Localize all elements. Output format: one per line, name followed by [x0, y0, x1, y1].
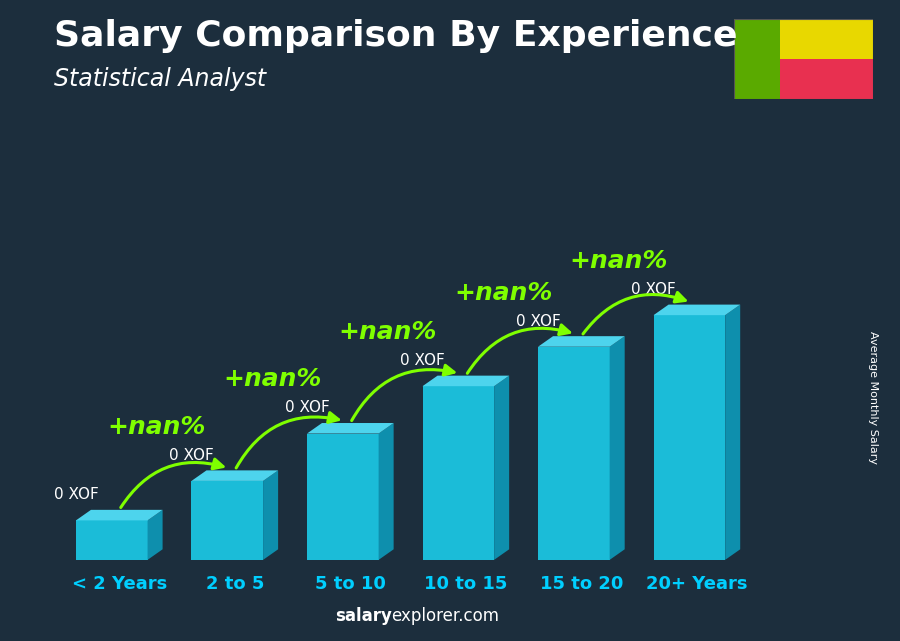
Polygon shape — [422, 386, 494, 560]
Text: 0 XOF: 0 XOF — [631, 282, 676, 297]
Polygon shape — [653, 304, 740, 315]
Text: Statistical Analyst: Statistical Analyst — [54, 67, 266, 91]
Polygon shape — [494, 376, 509, 560]
Polygon shape — [148, 510, 163, 560]
Text: 0 XOF: 0 XOF — [169, 448, 214, 463]
Text: +nan%: +nan% — [223, 367, 321, 392]
Text: +nan%: +nan% — [338, 320, 437, 344]
Text: 10 to 15: 10 to 15 — [424, 574, 508, 593]
Polygon shape — [780, 19, 873, 60]
Text: Average Monthly Salary: Average Monthly Salary — [868, 331, 878, 464]
Polygon shape — [76, 510, 163, 520]
Polygon shape — [538, 347, 609, 560]
Polygon shape — [307, 423, 393, 433]
Text: +nan%: +nan% — [570, 249, 668, 273]
Text: 5 to 10: 5 to 10 — [315, 574, 386, 593]
Polygon shape — [307, 433, 379, 560]
Text: 20+ Years: 20+ Years — [646, 574, 748, 593]
Polygon shape — [422, 376, 509, 386]
Text: explorer.com: explorer.com — [392, 607, 500, 625]
Text: 0 XOF: 0 XOF — [284, 401, 329, 415]
Polygon shape — [192, 470, 278, 481]
Polygon shape — [725, 304, 740, 560]
Text: +nan%: +nan% — [454, 281, 553, 304]
Text: Salary Comparison By Experience: Salary Comparison By Experience — [54, 19, 737, 53]
Polygon shape — [653, 315, 725, 560]
Text: 0 XOF: 0 XOF — [516, 313, 561, 329]
Text: 0 XOF: 0 XOF — [400, 353, 445, 368]
Polygon shape — [263, 470, 278, 560]
Text: < 2 Years: < 2 Years — [72, 574, 166, 593]
Text: 15 to 20: 15 to 20 — [540, 574, 623, 593]
Polygon shape — [609, 336, 625, 560]
Text: +nan%: +nan% — [108, 415, 206, 438]
Polygon shape — [780, 60, 873, 99]
Text: 0 XOF: 0 XOF — [54, 487, 98, 503]
Polygon shape — [734, 19, 780, 99]
Polygon shape — [538, 336, 625, 347]
Text: 2 to 5: 2 to 5 — [205, 574, 264, 593]
Polygon shape — [76, 520, 148, 560]
Polygon shape — [192, 481, 263, 560]
Text: salary: salary — [335, 607, 392, 625]
Polygon shape — [379, 423, 393, 560]
